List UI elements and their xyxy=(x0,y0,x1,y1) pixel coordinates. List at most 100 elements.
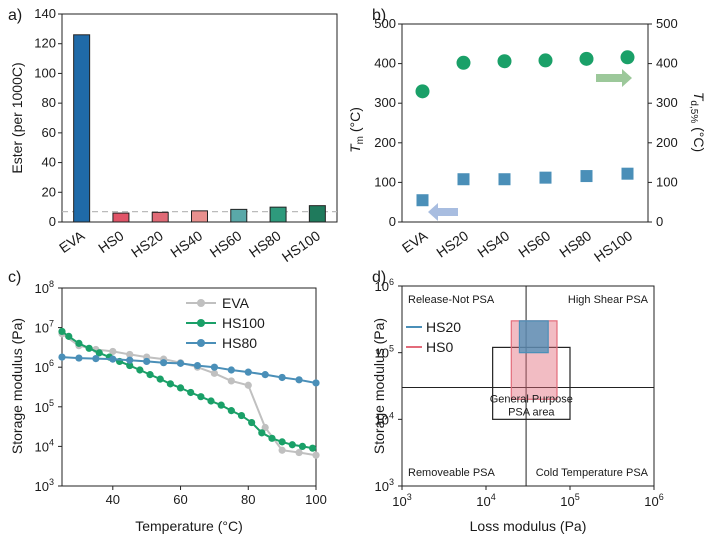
panel-c-point xyxy=(312,379,320,387)
panel-b-label: b) xyxy=(372,7,386,24)
panel-b-point-square xyxy=(580,170,593,183)
panel-b-right-tick-label: 400 xyxy=(656,56,678,71)
panel-c-point xyxy=(109,347,117,356)
panel-a-frame xyxy=(61,13,338,223)
panel-d-ytick-label: 105 xyxy=(375,344,394,361)
panel-c-xtick-label: 60 xyxy=(173,492,187,507)
panel-c-point xyxy=(244,381,252,389)
panel-c-point xyxy=(65,332,73,340)
panel-d-ytick-label: 103 xyxy=(375,477,394,494)
panel-c-point xyxy=(261,371,269,379)
panel-b-right-tick-label: 200 xyxy=(656,135,678,150)
panel-a-ytick-label: 60 xyxy=(42,125,56,140)
panel-a-ytick-label: 140 xyxy=(34,6,56,21)
panel-c-point xyxy=(210,363,218,371)
panel-b-point-square xyxy=(498,173,511,186)
panel-c-ytick-label: 104 xyxy=(35,437,54,454)
panel-b-left-tick-label: 500 xyxy=(374,16,396,31)
panel-b-frame xyxy=(401,23,649,223)
panel-c-legend-label: EVA xyxy=(222,295,250,311)
panel-c-point xyxy=(237,411,246,420)
panel-c-legend-label: HS100 xyxy=(222,315,265,331)
panel-b-point-circle xyxy=(579,51,594,66)
panel-c-point xyxy=(217,401,225,409)
panel-b-left-tick-label: 100 xyxy=(374,174,396,189)
panel-c-point xyxy=(298,442,307,450)
panel-c-point xyxy=(295,448,303,457)
panel-c-point xyxy=(176,359,185,367)
panel-c-xlabel: Temperature (°C) xyxy=(135,518,243,534)
panel-c-point xyxy=(227,366,235,374)
panel-c-xtick-label: 100 xyxy=(305,492,327,507)
panel-c-point xyxy=(95,349,103,357)
panel-a-ylabel: Ester (per 1000C) xyxy=(9,62,25,173)
panel-a-bar xyxy=(308,205,326,223)
panel-c-point xyxy=(92,354,100,363)
panel-a-bar xyxy=(151,211,169,223)
panel-c-point xyxy=(58,327,66,336)
panel-c-point xyxy=(244,368,252,376)
panel-d-quadrant-label: Release-Not PSA xyxy=(408,294,495,306)
panel-a-bar xyxy=(230,208,248,223)
panel-d-quadrant-label: Removeable PSA xyxy=(408,467,495,479)
panel-a-bar xyxy=(73,34,91,223)
panel-c-point xyxy=(176,384,185,392)
panel-c-point xyxy=(207,397,215,405)
panel-c-point xyxy=(126,361,134,370)
panel-a-xtick-label: HS80 xyxy=(246,227,284,260)
panel-c-point xyxy=(278,438,286,446)
panel-b-right-tick-label: 300 xyxy=(656,95,678,110)
panel-d-frame xyxy=(401,285,655,487)
panel-b-xtick-label: EVA xyxy=(399,227,431,256)
panel-c-point xyxy=(193,361,202,370)
panel-c-point xyxy=(258,429,266,437)
panel-c-point xyxy=(156,375,164,383)
panel-c-legend-marker xyxy=(197,339,205,347)
panel-c-point xyxy=(295,376,303,384)
panel-a-xtick-label: HS20 xyxy=(128,227,166,260)
panel-c-point xyxy=(187,388,195,397)
left-arrow-icon xyxy=(428,203,458,221)
panel-a-xtick-label: HS60 xyxy=(207,227,245,260)
panel-c-ytick-label: 106 xyxy=(35,358,54,375)
panel-b-left-tick-label: 400 xyxy=(374,56,396,71)
panel-b-point-circle xyxy=(456,55,471,70)
panel-c-xtick-label: 40 xyxy=(106,492,120,507)
panel-b-point-circle xyxy=(497,54,512,69)
panel-c-point xyxy=(227,377,235,385)
panel-a-ytick-label: 80 xyxy=(42,95,56,110)
panel-a-bar-chart: a) Ester (per 1000C) 0 20 40 60 80 100 120 140 E… xyxy=(8,6,338,265)
panel-c-ytick-label: 103 xyxy=(35,477,54,494)
panel-b-ylabel-right: Td,5% (°C) xyxy=(688,92,707,152)
panel-c-legend-marker xyxy=(197,319,205,327)
panel-c-line-chart: c) Storage modulus (Pa) Temperature (°C)… xyxy=(8,269,327,534)
panel-c-point xyxy=(166,380,174,388)
panel-b-point-circle xyxy=(620,50,635,65)
panel-b-point-square xyxy=(457,173,470,186)
panel-b-right-tick-label: 500 xyxy=(656,16,678,31)
panel-a-ytick-label: 0 xyxy=(49,214,56,229)
panel-d-ytick-label: 104 xyxy=(375,410,394,427)
panel-c-series-line xyxy=(61,356,317,384)
panel-d-region-label: General Purpose xyxy=(490,393,573,405)
panel-c-point xyxy=(248,418,256,427)
panel-a-bar xyxy=(112,212,130,223)
panel-d-label: d) xyxy=(372,269,386,286)
panel-a-bar xyxy=(269,206,287,223)
panel-c-ytick-label: 107 xyxy=(35,319,54,336)
panel-c-ytick-label: 105 xyxy=(35,398,54,415)
panel-c-point xyxy=(268,434,276,442)
panel-c-ytick-label: 108 xyxy=(35,279,54,296)
panel-d-xtick-label: 106 xyxy=(644,492,663,509)
panel-a-bar xyxy=(191,210,208,223)
panel-d-xtick-label: 105 xyxy=(560,492,579,509)
panel-d-xtick-label: 103 xyxy=(392,492,411,509)
panel-b-point-square xyxy=(621,167,634,180)
panel-c-xtick-label: 80 xyxy=(241,492,255,507)
panel-d-series-box xyxy=(518,320,549,354)
panel-c-point xyxy=(309,444,317,452)
panel-c-point xyxy=(109,355,117,363)
panel-b-xtick-label: HS80 xyxy=(556,227,594,260)
panel-c-point xyxy=(126,350,134,359)
panel-c-legend-marker xyxy=(197,299,205,307)
